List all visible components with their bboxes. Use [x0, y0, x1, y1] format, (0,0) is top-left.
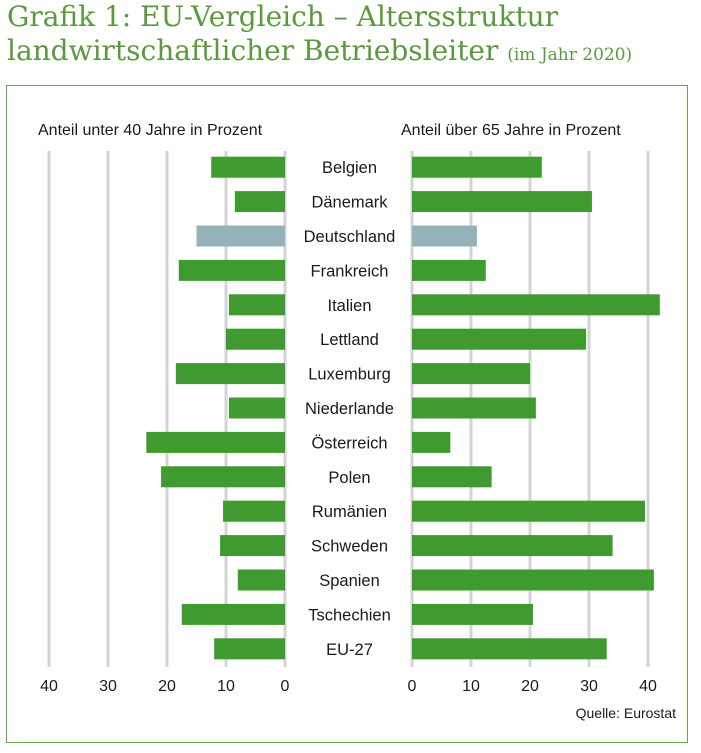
bar-over65 — [412, 328, 587, 350]
bar-over65 — [412, 191, 592, 213]
bar-over65 — [412, 535, 613, 557]
left-tick-label: 40 — [40, 678, 58, 695]
category-label: Lettland — [320, 331, 379, 349]
category-label: Rumänien — [312, 503, 387, 521]
bar-over65 — [412, 363, 530, 385]
bar-under40 — [228, 397, 285, 419]
chart-title: Grafik 1: EU-Vergleich – Altersstruktur — [7, 0, 559, 33]
left-axis-title: Anteil unter 40 Jahre in Prozent — [38, 122, 263, 139]
bar-over65 — [412, 500, 646, 522]
bar-under40 — [220, 535, 285, 557]
category-label: Spanien — [319, 572, 380, 590]
right-tick-label: 0 — [408, 678, 417, 695]
category-label: Österreich — [311, 434, 387, 452]
right-axis-title: Anteil über 65 Jahre in Prozent — [401, 122, 621, 139]
bar-under40 — [211, 156, 285, 178]
right-tick-label: 10 — [462, 678, 480, 695]
chart-frame: Anteil unter 40 Jahre in Prozent Anteil ü… — [6, 85, 688, 743]
right-tick-label: 20 — [521, 678, 539, 695]
category-label: Polen — [328, 469, 370, 487]
chart-subtitle-year: (im Jahr 2020) — [507, 45, 633, 65]
bar-under40 — [226, 328, 285, 350]
bar-under40 — [181, 603, 285, 625]
chart-canvas: Anteil unter 40 Jahre in Prozent Anteil ü… — [38, 122, 676, 721]
bar-under40 — [223, 500, 285, 522]
bar-over65 — [412, 569, 654, 591]
category-label: Frankreich — [311, 262, 389, 280]
bar-over65 — [412, 431, 451, 453]
bar-over65 — [412, 603, 533, 625]
bar-under40 — [146, 431, 285, 453]
source-label: Quelle: Eurostat — [576, 705, 676, 721]
category-label: Deutschland — [304, 228, 396, 246]
right-tick-label: 40 — [639, 678, 657, 695]
bar-under40 — [228, 294, 285, 316]
left-tick-label: 0 — [281, 678, 290, 695]
left-tick-label: 20 — [158, 678, 176, 695]
bar-over65 — [412, 638, 607, 660]
bar-under40 — [175, 363, 285, 385]
bar-over65 — [412, 294, 660, 316]
category-label: Tschechien — [308, 606, 391, 624]
title-block: Grafik 1: EU-Vergleich – Altersstruktur … — [7, 0, 697, 72]
bar-under40 — [214, 638, 285, 660]
category-label: Schweden — [311, 538, 388, 556]
chart-title-line-1: Grafik 1: EU-Vergleich – Altersstruktur — [7, 0, 697, 34]
chart-title-continued: landwirtschaftlicher Betriebsleiter — [7, 34, 499, 67]
bar-under40 — [234, 191, 285, 213]
right-tick-label: 30 — [580, 678, 598, 695]
bar-under40 — [178, 259, 285, 281]
category-label: Niederlande — [305, 400, 394, 418]
bar-over65 — [412, 225, 477, 247]
category-label: Italien — [327, 297, 371, 315]
left-tick-label: 30 — [99, 678, 117, 695]
bar-over65 — [412, 397, 536, 419]
bar-over65 — [412, 259, 486, 281]
category-label: Dänemark — [311, 194, 388, 212]
bar-over65 — [412, 156, 542, 178]
left-tick-label: 10 — [217, 678, 235, 695]
category-label: Belgien — [322, 159, 377, 177]
bar-under40 — [237, 569, 285, 591]
bar-under40 — [196, 225, 285, 247]
category-label: Luxemburg — [308, 366, 391, 384]
bar-under40 — [161, 466, 285, 488]
bar-over65 — [412, 466, 492, 488]
chart-title-line-2: landwirtschaftlicher Betriebsleiter (im … — [7, 34, 697, 72]
category-label: EU-27 — [326, 641, 373, 659]
